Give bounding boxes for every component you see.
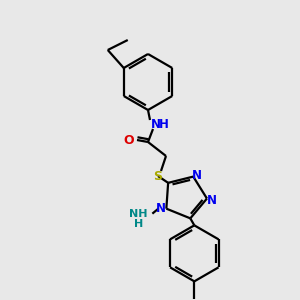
- Text: O: O: [124, 134, 134, 146]
- Text: S: S: [154, 169, 163, 182]
- Text: H: H: [134, 219, 143, 229]
- Text: N: N: [156, 202, 166, 215]
- Text: NH: NH: [129, 209, 148, 219]
- Text: N: N: [151, 118, 161, 130]
- Text: H: H: [159, 118, 169, 130]
- Text: N: N: [207, 194, 217, 207]
- Text: N: N: [192, 169, 202, 182]
